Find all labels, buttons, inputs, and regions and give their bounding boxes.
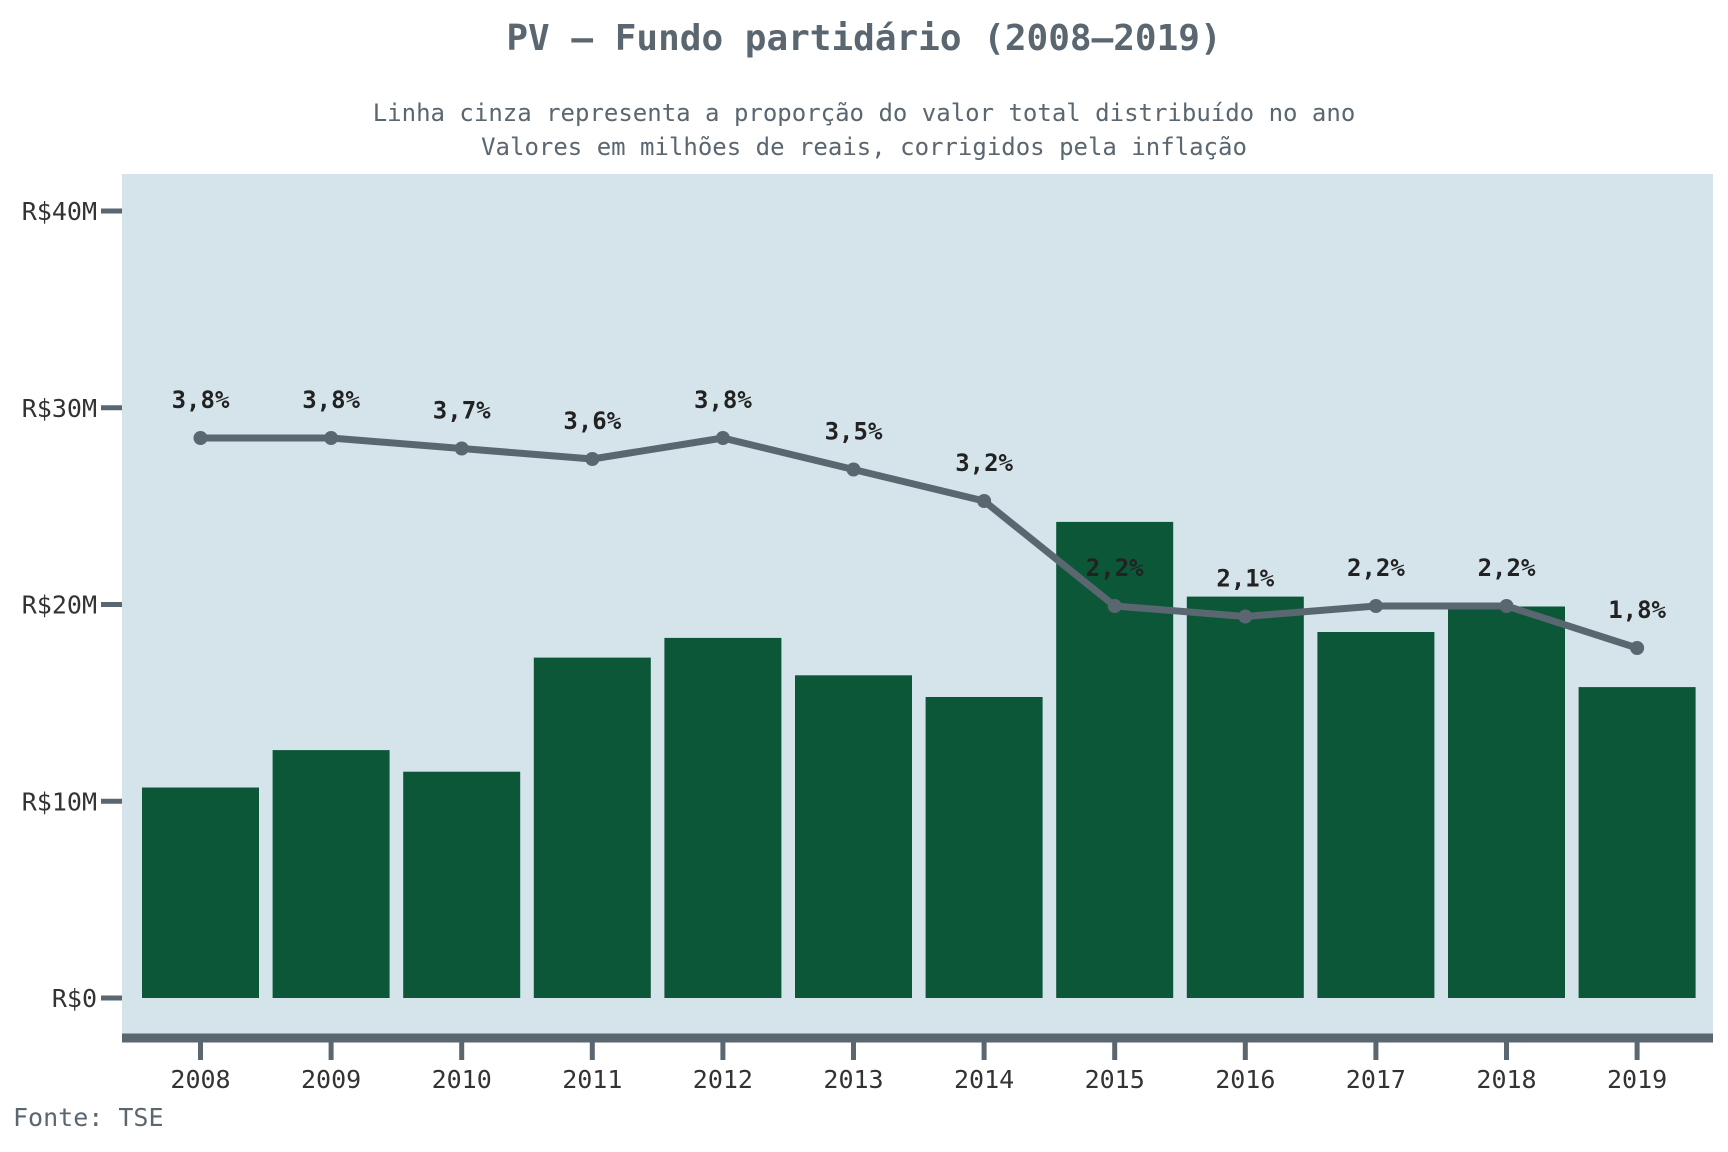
proportion-label-2011: 3,6% — [563, 407, 621, 435]
x-tick-label-2015: 2015 — [1085, 1065, 1145, 1094]
x-tick-label-2017: 2017 — [1346, 1065, 1406, 1094]
proportion-point-2018 — [1499, 599, 1514, 613]
proportion-point-2012 — [715, 431, 730, 445]
y-axis: R$0 R$10M R$20M R$30M R$40M — [22, 197, 122, 1013]
bar-2013 — [795, 675, 912, 998]
chart-title: PV – Fundo partidário (2008–2019) — [506, 18, 1222, 59]
x-tick-label-2012: 2012 — [693, 1065, 753, 1094]
proportion-label-2009: 3,8% — [302, 386, 360, 414]
proportion-point-2017 — [1368, 599, 1383, 613]
proportion-label-2013: 3,5% — [825, 418, 883, 446]
proportion-label-2015: 2,2% — [1086, 554, 1144, 582]
proportion-label-2018: 2,2% — [1478, 554, 1536, 582]
proportion-point-2013 — [846, 462, 861, 477]
y-tick-label-40: R$40M — [22, 197, 97, 226]
proportion-point-2009 — [324, 431, 339, 445]
proportion-label-2016: 2,1% — [1216, 565, 1274, 593]
bar-2015 — [1056, 521, 1174, 998]
proportion-line-group: 3,8% 3,8% 3,7% 3,6% 3,8% 3,5% 3,2% 2,2% 2,1% 2,2%… — [172, 386, 1667, 655]
proportion-point-2016 — [1238, 609, 1253, 624]
proportion-label-2010: 3,7% — [433, 397, 491, 425]
proportion-label-2017: 2,2% — [1347, 554, 1405, 582]
proportion-label-2019: 1,8% — [1608, 596, 1666, 624]
y-tick-label-10: R$10M — [22, 787, 97, 816]
proportion-label-2012: 3,8% — [694, 386, 752, 414]
x-axis: 2008 2009 2010 2011 2012 2013 2014 2015 2016 2017… — [122, 1033, 1713, 1094]
proportion-point-2015 — [1107, 599, 1122, 613]
bar-2011 — [533, 657, 651, 998]
x-tick-label-2016: 2016 — [1215, 1065, 1275, 1094]
source-note: Fonte: TSE — [13, 1103, 164, 1132]
bar-2012 — [664, 637, 782, 998]
subtitle-line-2: Valores em milhões de reais, corrigidos … — [481, 133, 1247, 161]
y-tick-label-30: R$30M — [22, 394, 97, 423]
proportion-line — [200, 434, 1639, 652]
bar-2019 — [1578, 687, 1696, 998]
proportion-point-2011 — [585, 452, 600, 466]
y-tick-label-0: R$0 — [52, 984, 97, 1013]
x-tick-label-2019: 2019 — [1607, 1065, 1667, 1094]
x-tick-label-2008: 2008 — [170, 1065, 230, 1094]
proportion-point-2008 — [193, 431, 208, 445]
bars-group — [142, 521, 1696, 998]
bar-2018 — [1448, 606, 1565, 998]
proportion-point-2014 — [977, 494, 992, 508]
bar-2016 — [1186, 596, 1304, 998]
bar-2014 — [925, 697, 1043, 998]
y-tick-label-20: R$20M — [22, 591, 97, 620]
chart-subtitle: Linha cinza representa a proporção do va… — [0, 96, 1728, 164]
proportion-label-2014: 3,2% — [955, 449, 1013, 477]
proportion-point-2010 — [454, 441, 469, 456]
subtitle-line-1: Linha cinza representa a proporção do va… — [372, 99, 1356, 127]
x-tick-label-2013: 2013 — [823, 1065, 883, 1094]
x-tick-label-2010: 2010 — [432, 1065, 492, 1094]
bar-2008 — [142, 787, 259, 998]
bar-2010 — [403, 771, 521, 998]
x-tick-label-2009: 2009 — [301, 1065, 361, 1094]
x-tick-label-2014: 2014 — [954, 1065, 1014, 1094]
proportion-point-2019 — [1630, 641, 1645, 655]
bar-2009 — [272, 750, 390, 998]
x-tick-label-2018: 2018 — [1476, 1065, 1536, 1094]
bar-2017 — [1317, 632, 1435, 998]
x-tick-label-2011: 2011 — [562, 1065, 622, 1094]
proportion-label-2008: 3,8% — [172, 386, 230, 414]
